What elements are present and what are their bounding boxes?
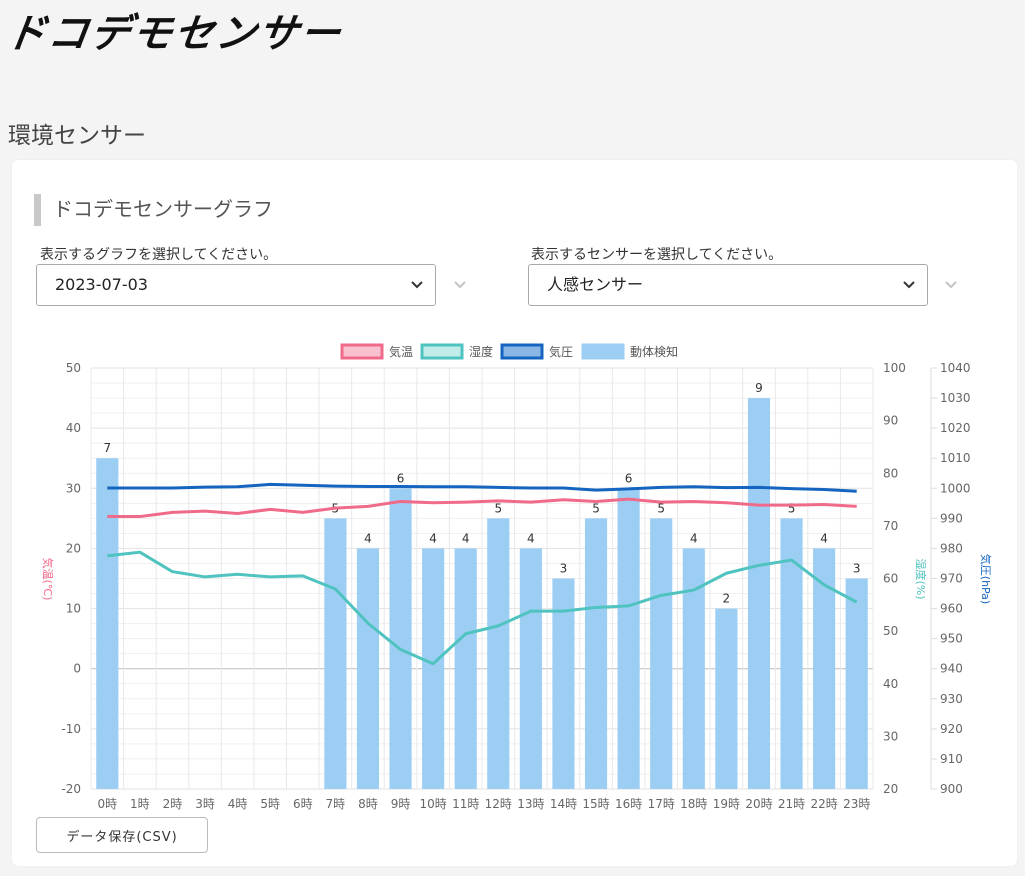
sensor-select-value: 人感センサー xyxy=(547,275,644,294)
page-title: 環境センサー xyxy=(8,123,146,149)
graph-select-value: 2023-07-03 xyxy=(55,275,148,294)
app-logo: ドコデモセンサー xyxy=(2,11,346,57)
chevron-down-icon xyxy=(450,264,470,306)
chevron-down-icon xyxy=(941,264,961,306)
sensor-select[interactable]: 人感センサー xyxy=(528,264,928,306)
csv-save-button[interactable]: データ保存(CSV) xyxy=(36,817,208,853)
graph-select[interactable]: 2023-07-03 xyxy=(36,264,436,306)
graph-select-label: 表示するグラフを選択してください。 xyxy=(40,247,278,263)
chevron-down-icon xyxy=(409,265,425,305)
card-heading: ドコデモセンサーグラフ xyxy=(34,194,273,226)
graph-card: ドコデモセンサーグラフ 表示するグラフを選択してください。 2023-07-03… xyxy=(12,160,1017,866)
chevron-down-icon xyxy=(901,265,917,305)
sensor-select-label: 表示するセンサーを選択してください。 xyxy=(531,247,783,263)
